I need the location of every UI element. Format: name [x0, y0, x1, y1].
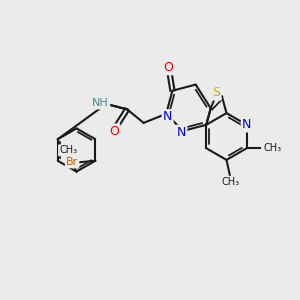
Text: NH: NH	[92, 98, 109, 108]
Text: CH₃: CH₃	[264, 143, 282, 153]
Text: O: O	[109, 125, 119, 138]
Text: N: N	[163, 110, 172, 123]
Text: CH₃: CH₃	[59, 145, 77, 155]
Text: O: O	[163, 61, 173, 74]
Text: N: N	[242, 118, 251, 131]
Text: Br: Br	[66, 157, 78, 167]
Text: CH₃: CH₃	[222, 177, 240, 187]
Text: N: N	[177, 126, 186, 139]
Text: S: S	[212, 86, 220, 99]
